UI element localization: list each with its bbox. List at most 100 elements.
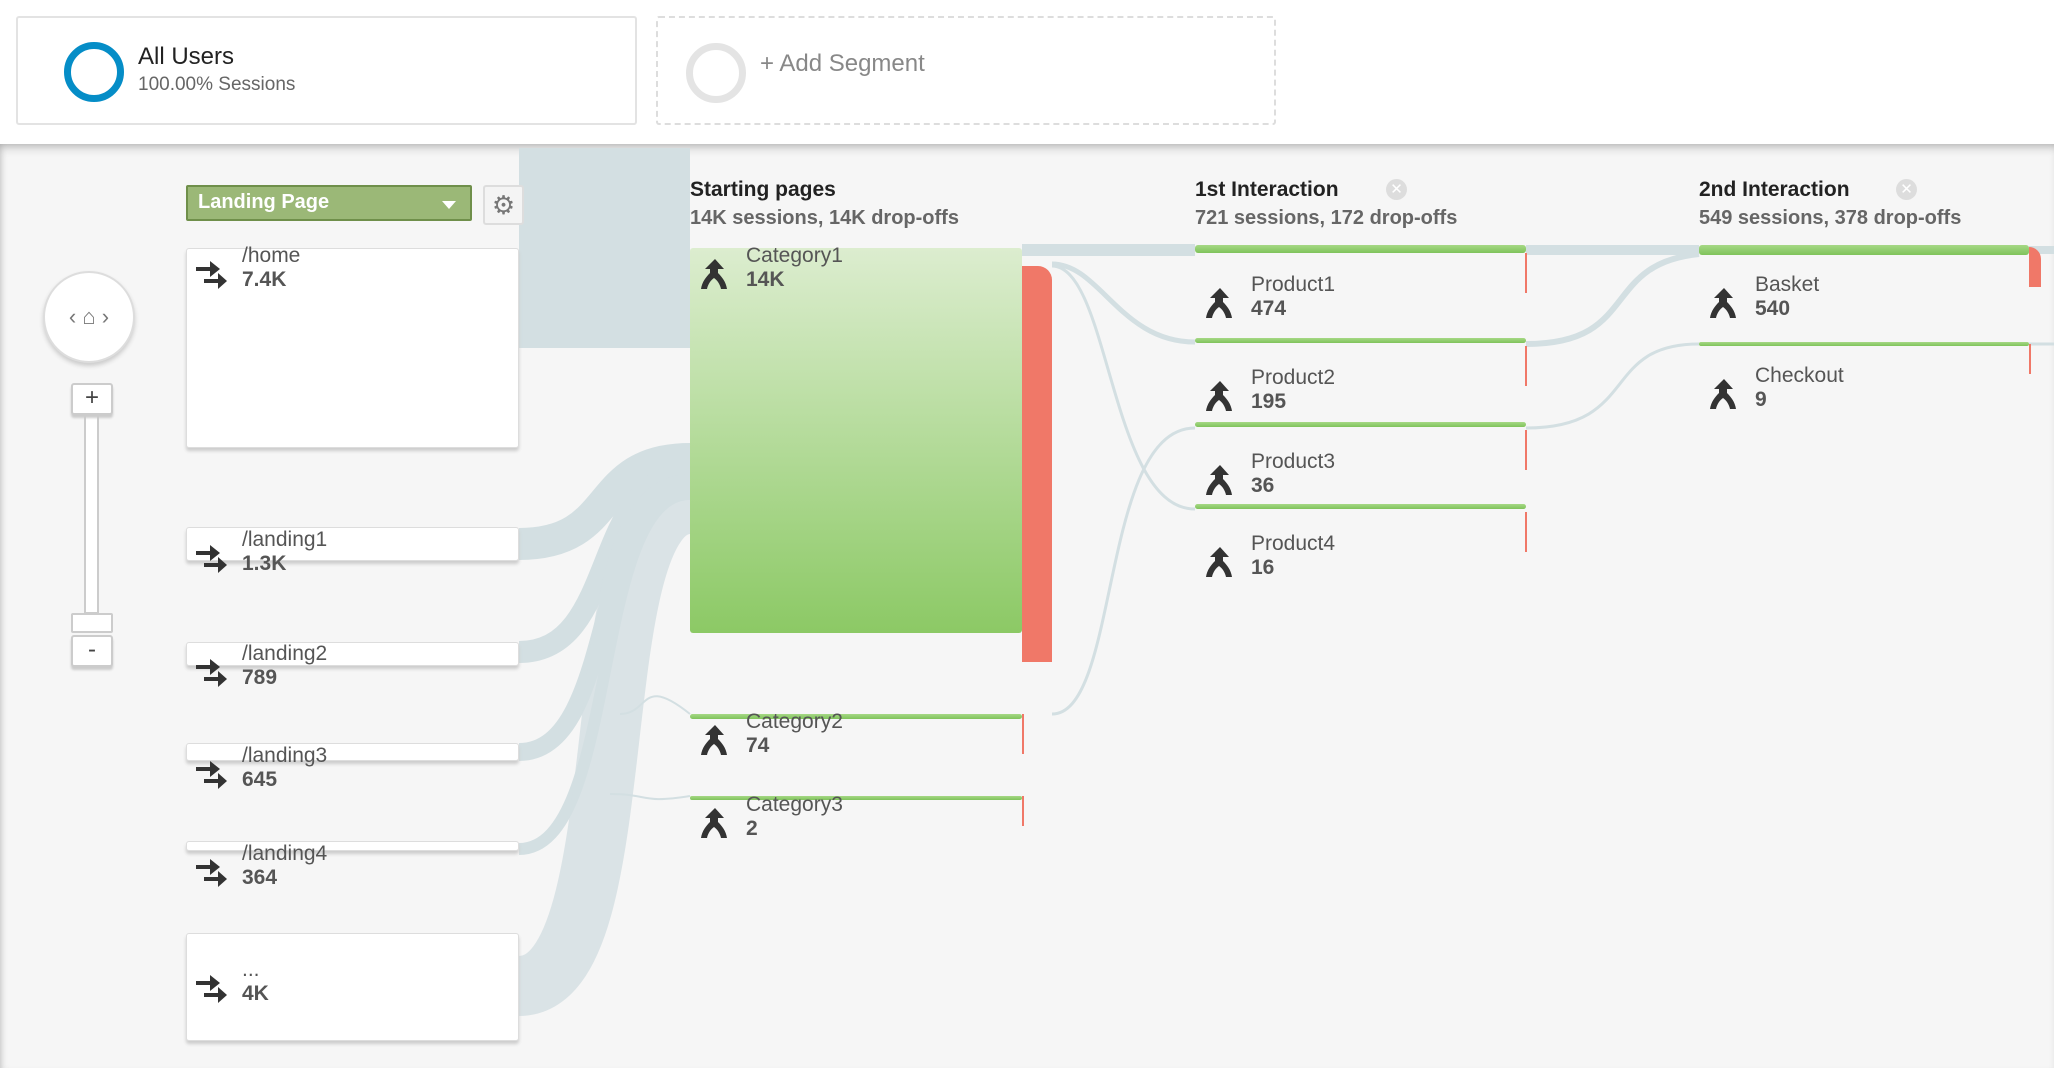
node-label: Product1 — [1251, 273, 1336, 296]
chevron-left-icon[interactable]: ‹ — [68, 304, 77, 329]
node-bar[interactable] — [1699, 245, 2029, 255]
page-fork-icon — [698, 806, 732, 840]
column-title-starting: Starting pages — [690, 178, 836, 201]
add-segment-button[interactable]: + Add Segment — [656, 16, 1276, 125]
node-bar[interactable] — [690, 796, 1022, 800]
node-value: 195 — [1251, 390, 1287, 413]
node-value: 789 — [242, 666, 278, 689]
node-value: 74 — [746, 734, 770, 757]
page-fork-icon — [1203, 463, 1237, 497]
flow-landing1 — [518, 443, 691, 560]
pan-home-control[interactable]: ‹ ⌂ › — [43, 271, 135, 363]
page-fork-icon — [698, 257, 732, 291]
flow-canvas[interactable]: Landing Page ⚙ Starting pages 14K sessio… — [0, 144, 2054, 1068]
add-segment-label: + Add Segment — [760, 50, 925, 77]
node-label: ... — [242, 958, 260, 981]
node-bar[interactable] — [1195, 504, 1526, 509]
entrance-arrows-icon — [194, 257, 228, 291]
node-bar[interactable] — [1195, 338, 1526, 343]
column-title-interaction1: 1st Interaction — [1195, 178, 1339, 201]
page-fork-icon — [698, 723, 732, 757]
gear-icon[interactable]: ⚙ — [483, 185, 524, 225]
empty-circle-icon — [686, 43, 746, 103]
page-fork-icon — [1203, 379, 1237, 413]
node-label: Category3 — [746, 793, 843, 816]
node-value: 540 — [1755, 297, 1791, 320]
node-label: Category2 — [746, 710, 843, 733]
node-box[interactable] — [186, 642, 519, 666]
dropoff-bar[interactable] — [1022, 796, 1024, 826]
node-value: 9 — [1755, 388, 1767, 411]
page-fork-icon — [1707, 377, 1741, 411]
dropoff-bar[interactable] — [1525, 512, 1527, 552]
node-box[interactable] — [186, 933, 519, 1041]
entrance-arrows-icon — [194, 757, 228, 791]
node-bar[interactable] — [1195, 245, 1526, 253]
node-value: 36 — [1251, 474, 1275, 497]
entrance-arrows-icon — [194, 541, 228, 575]
node-bar[interactable] — [690, 248, 1022, 633]
zoom-in-button[interactable]: + — [71, 383, 113, 415]
node-bar[interactable] — [690, 714, 1022, 719]
chevron-right-icon[interactable]: › — [101, 304, 110, 329]
node-label: /landing1 — [242, 528, 328, 551]
segment-title: All Users — [138, 43, 235, 70]
node-label: Product3 — [1251, 450, 1336, 473]
node-label: /home — [242, 244, 301, 267]
dropoff-bar[interactable] — [2029, 344, 2031, 374]
zoom-slider-handle[interactable] — [71, 613, 113, 633]
entrance-arrows-icon — [194, 971, 228, 1005]
column-stats-interaction2: 549 sessions, 378 drop-offs — [1699, 207, 1962, 229]
dropoff-bar[interactable] — [1525, 346, 1527, 386]
flow-connections — [514, 148, 2054, 1016]
flow-cat2 — [619, 695, 691, 715]
segment-circle-icon — [64, 42, 124, 102]
node-label: Basket — [1755, 273, 1820, 296]
node-value: 7.4K — [242, 268, 287, 291]
node-value: 474 — [1251, 297, 1287, 320]
dropoff-bar[interactable] — [2029, 247, 2041, 287]
segment-all-users[interactable]: All Users 100.00% Sessions — [16, 16, 637, 125]
node-bar[interactable] — [1699, 342, 2029, 346]
node-label: /landing3 — [242, 744, 328, 767]
node-label: Checkout — [1755, 364, 1844, 387]
chevron-down-icon — [442, 201, 456, 216]
dimension-label: Landing Page — [198, 191, 330, 213]
flow-other — [514, 474, 695, 1016]
node-label: Product2 — [1251, 366, 1336, 389]
node-value: 645 — [242, 768, 278, 791]
segment-subtitle: 100.00% Sessions — [138, 74, 296, 95]
page-fork-icon — [1707, 286, 1741, 320]
column-stats-starting: 14K sessions, 14K drop-offs — [690, 207, 959, 229]
zoom-out-button[interactable]: - — [71, 635, 113, 667]
close-icon[interactable]: ✕ — [1896, 179, 1917, 200]
node-label: Product4 — [1251, 532, 1336, 555]
home-icon[interactable]: ⌂ — [82, 304, 96, 329]
page-fork-icon — [1203, 286, 1237, 320]
node-box[interactable] — [186, 841, 519, 851]
close-icon[interactable]: ✕ — [1386, 179, 1407, 200]
dropoff-bar[interactable] — [1022, 714, 1024, 754]
node-label: /landing4 — [242, 842, 328, 865]
node-bar[interactable] — [1195, 422, 1526, 427]
dropoff-bar[interactable] — [1022, 266, 1052, 662]
node-box[interactable] — [186, 248, 519, 448]
dropoff-bar[interactable] — [1525, 430, 1527, 470]
flow-landing2 — [518, 463, 691, 663]
node-label: Category1 — [746, 244, 843, 267]
node-value: 16 — [1251, 556, 1275, 579]
column-title-interaction2: 2nd Interaction — [1699, 178, 1850, 201]
node-box[interactable] — [186, 743, 519, 761]
zoom-slider-track[interactable] — [84, 414, 99, 614]
node-label: /landing2 — [242, 642, 328, 665]
page-fork-icon — [1203, 545, 1237, 579]
node-box[interactable] — [186, 527, 519, 561]
node-value: 1.3K — [242, 552, 287, 575]
dropoff-bar[interactable] — [1525, 253, 1527, 293]
entrance-arrows-icon — [194, 855, 228, 889]
node-value: 14K — [746, 268, 785, 291]
dimension-dropdown[interactable]: Landing Page — [186, 185, 472, 221]
entrance-arrows-icon — [194, 655, 228, 689]
node-value: 2 — [746, 817, 758, 840]
node-value: 364 — [242, 866, 278, 889]
